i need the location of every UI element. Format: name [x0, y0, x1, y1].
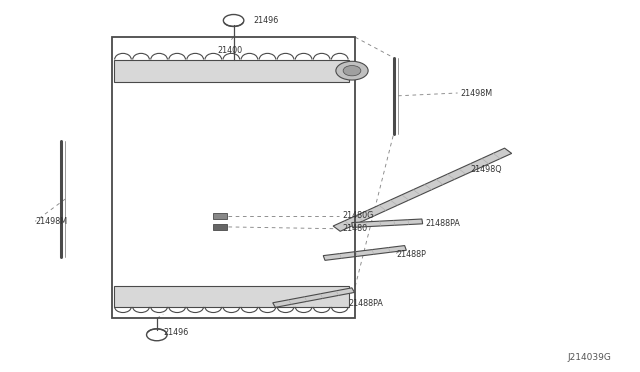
Polygon shape — [114, 60, 349, 82]
Text: 21496: 21496 — [163, 328, 188, 337]
Text: 21488P: 21488P — [397, 250, 427, 259]
Polygon shape — [114, 286, 349, 307]
Circle shape — [336, 61, 368, 80]
Text: 21488PA: 21488PA — [349, 299, 383, 308]
Text: 21488PA: 21488PA — [426, 219, 460, 228]
Polygon shape — [323, 246, 406, 260]
Text: J214039G: J214039G — [567, 353, 611, 362]
Text: 21496: 21496 — [253, 16, 278, 25]
Text: 21498Q: 21498Q — [470, 165, 502, 174]
Polygon shape — [333, 148, 512, 231]
Text: 21400: 21400 — [218, 46, 243, 55]
Polygon shape — [273, 288, 355, 307]
Text: 21480G: 21480G — [342, 211, 374, 220]
Text: 21498M: 21498M — [35, 217, 67, 226]
Bar — [213, 224, 227, 230]
Text: 21498M: 21498M — [461, 89, 493, 97]
Bar — [213, 213, 227, 219]
Polygon shape — [352, 219, 422, 227]
Text: 21480: 21480 — [342, 224, 367, 233]
Circle shape — [343, 65, 361, 76]
